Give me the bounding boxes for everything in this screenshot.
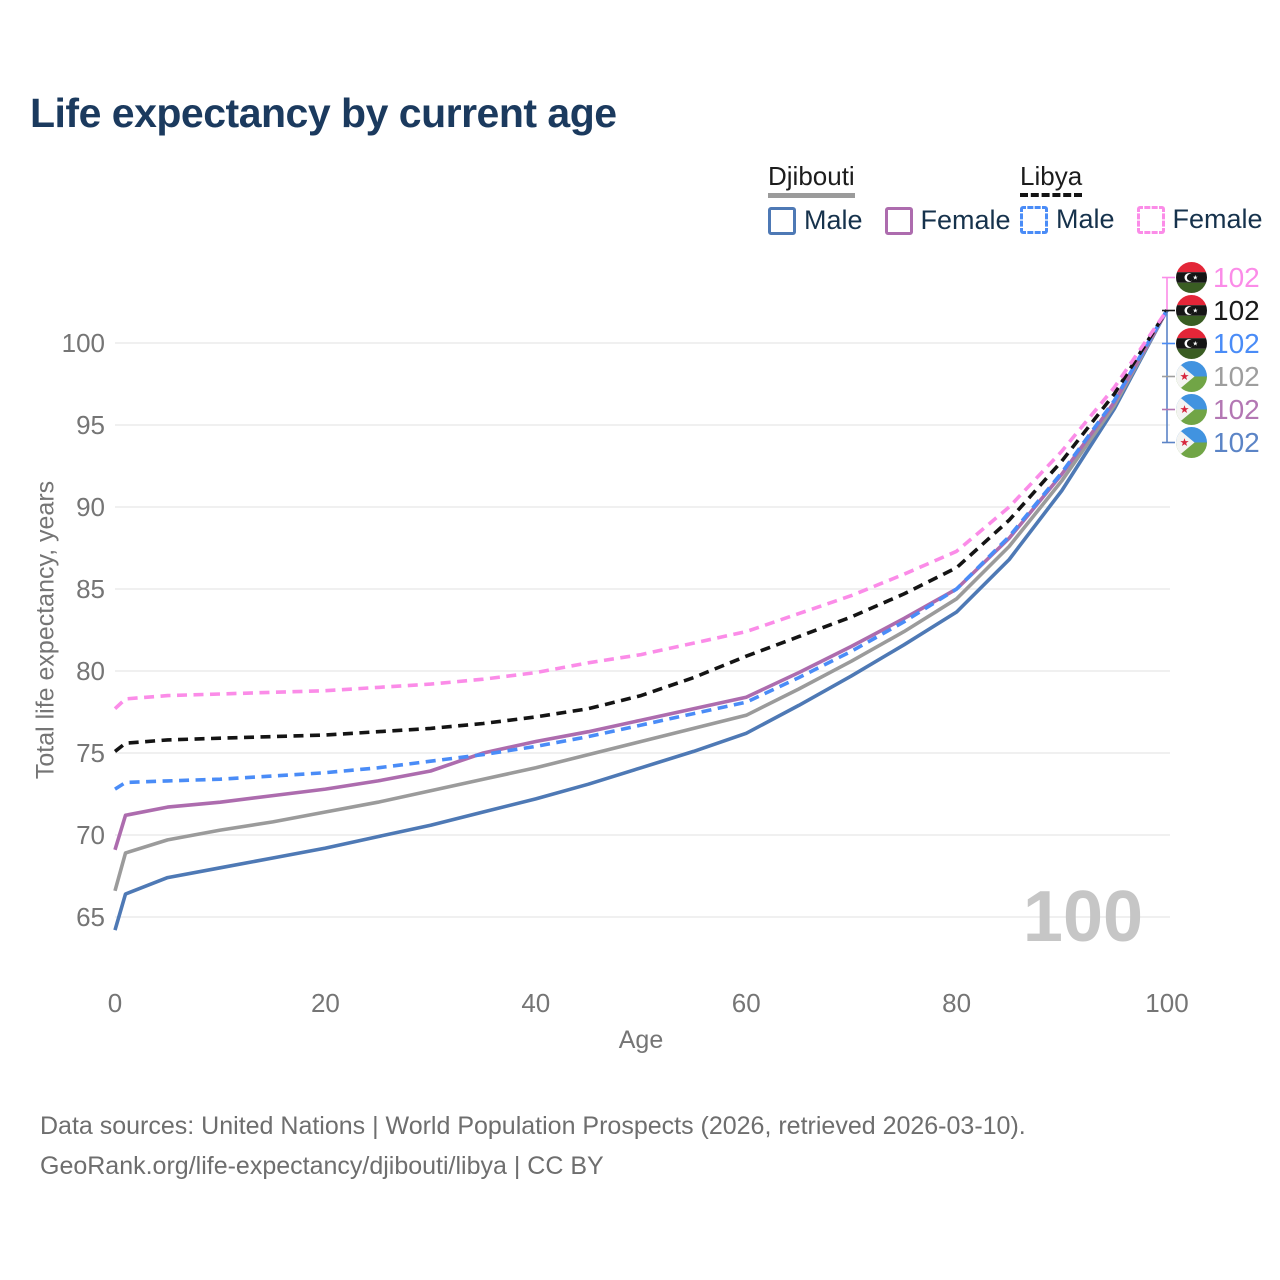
y-tick-label: 70 (76, 820, 105, 850)
footer-data-sources: Data sources: United Nations | World Pop… (40, 1112, 1026, 1140)
x-tick-label: 40 (521, 988, 550, 1018)
djibouti-flag-icon (1176, 427, 1207, 458)
series-line-djibouti-total[interactable] (113, 309, 1169, 892)
legend-country-libya[interactable]: Libya (1020, 161, 1083, 197)
djibouti-flag-icon (1176, 394, 1207, 425)
x-tick-label: 20 (311, 988, 340, 1018)
legend-item-djibouti-male[interactable]: Male (768, 205, 863, 236)
y-tick-label: 75 (76, 738, 105, 768)
end-value-label: 102 (1213, 394, 1260, 425)
end-value-label: 102 (1213, 328, 1260, 359)
end-value-label: 102 (1213, 361, 1260, 392)
x-axis-title: Age (618, 1026, 664, 1054)
y-tick-label: 85 (76, 574, 105, 604)
end-value-label: 102 (1213, 427, 1260, 458)
x-tick-label: 100 (1145, 988, 1188, 1018)
footer-attribution: GeoRank.org/life-expectancy/djibouti/lib… (40, 1152, 604, 1180)
legend-item-libya-male[interactable]: Male (1020, 204, 1115, 235)
legend-label: Male (804, 205, 863, 235)
end-value-label: 102 (1213, 262, 1260, 293)
legend-group-libya: Libya Male Female (1020, 161, 1263, 235)
djibouti-female-swatch-icon (884, 206, 913, 235)
series-line-libya-male[interactable] (114, 309, 1169, 791)
legend-label: Male (1056, 204, 1115, 234)
y-tick-label: 90 (76, 492, 105, 522)
watermark-age-label: 100 (1022, 877, 1144, 957)
footer: Data sources: United Nations | World Pop… (40, 1106, 1026, 1186)
djibouti-male-swatch-icon (768, 206, 796, 235)
x-tick-label: 80 (942, 988, 971, 1018)
y-tick-label: 100 (62, 328, 105, 358)
libya-flag-icon (1176, 262, 1207, 293)
series-line-libya-female[interactable] (113, 309, 1169, 711)
legend-item-libya-female[interactable]: Female (1136, 204, 1263, 235)
djibouti-flag-icon (1176, 361, 1207, 392)
legend-label: Female (920, 205, 1011, 235)
x-tick-label: 0 (108, 988, 122, 1018)
libya-flag-icon (1176, 328, 1207, 359)
libya-flag-icon (1176, 295, 1207, 326)
legend-label: Female (1172, 204, 1263, 234)
y-tick-label: 80 (76, 656, 105, 686)
y-axis-title: Total life expectancy, years (31, 480, 60, 780)
libya-male-swatch-icon (1020, 205, 1048, 234)
y-tick-label: 95 (76, 410, 105, 440)
legend-group-djibouti: Djibouti Male Female (768, 161, 1011, 236)
page-title: Life expectancy by current age (30, 90, 617, 136)
legend-item-djibouti-female[interactable]: Female (884, 205, 1011, 236)
x-tick-label: 60 (732, 988, 761, 1018)
series-line-libya-total[interactable] (113, 309, 1169, 753)
legend-country-djibouti[interactable]: Djibouti (768, 161, 855, 198)
y-tick-label: 65 (76, 902, 105, 932)
libya-female-swatch-icon (1136, 205, 1165, 234)
end-value-label: 102 (1213, 295, 1260, 326)
series-line-djibouti-male[interactable] (113, 309, 1169, 931)
